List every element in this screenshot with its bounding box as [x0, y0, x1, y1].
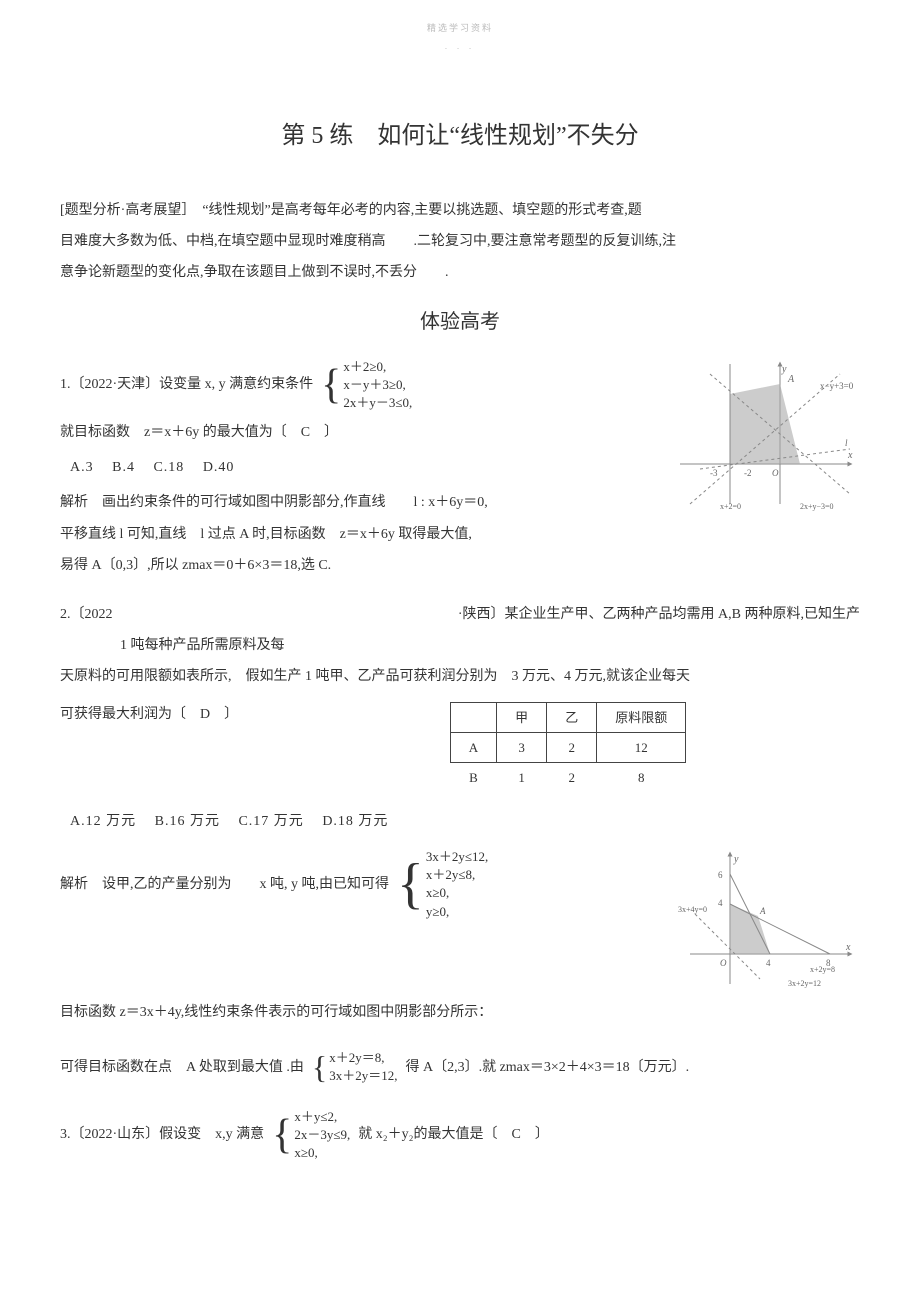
svg-text:x+2=0: x+2=0	[720, 502, 741, 511]
q1-sol2: 平移直线 l 可知,直线 l 过点 A 时,目标函数 z＝x＋6y 取得最大值,	[60, 522, 654, 547]
r1c0: A	[450, 732, 496, 762]
q1-sol1: 解析 画出约束条件的可行域如图中阴影部分,作直线 l : x＋6y＝0,	[60, 490, 654, 515]
q1-block: 1.〔2022·天津〕设变量 x, y 满意约束条件 { x＋2≥0, x－y＋…	[60, 354, 860, 585]
q1-opt-d: D.40	[203, 460, 235, 475]
q2-sol-left: 解析 设甲,乙的产量分别为 x 吨, y 吨,由已知可得	[60, 872, 389, 897]
q2-c3: x≥0,	[426, 884, 488, 902]
q2-c1: 3x＋2y≤12,	[426, 848, 488, 866]
watermark-line1: 精选学习资料	[60, 20, 860, 36]
svg-text:4: 4	[766, 958, 771, 968]
r1c1: 3	[497, 732, 547, 762]
q1-c3: 2x＋y－3≤0,	[343, 394, 412, 412]
r1c3: 12	[597, 732, 686, 762]
svg-text:O: O	[720, 958, 727, 968]
q2-stem2b: 可获得最大利润为〔 D 〕	[60, 702, 260, 727]
q2-stem2a: 天原料的可用限额如表所示, 假如生产 1 吨甲、乙产品可获利润分别为 3 万元、…	[60, 664, 860, 689]
th-yi: 乙	[547, 702, 597, 732]
q2-sol-final-b: 得 A〔2,3〕.就 zmax＝3×2＋4×3＝18〔万元〕.	[405, 1055, 689, 1080]
svg-text:4: 4	[718, 898, 723, 908]
q1-opt-a: A.3	[70, 460, 94, 475]
section-heading: 体验高考	[60, 304, 860, 340]
page-title: 第 5 练 如何让“线性规划”不失分	[60, 115, 860, 158]
r2c2: 2	[547, 763, 597, 793]
svg-text:3x+4y=0: 3x+4y=0	[678, 905, 707, 914]
r2c3: 8	[597, 763, 686, 793]
svg-text:y: y	[733, 854, 739, 865]
q1-options: A.3 B.4 C.18 D.40	[70, 455, 654, 480]
q2-table: 甲 乙 原料限额 A 3 2 12 B 1 2 8	[450, 702, 686, 793]
q2-stem1: 2.〔2022	[60, 602, 113, 627]
svg-text:x: x	[847, 450, 853, 461]
q2-sol-after: 目标函数 z＝3x＋4y,线性约束条件表示的可行域如图中阴影部分所示：	[60, 1000, 860, 1025]
q2-stem1b: ·陕西〕某企业生产甲、乙两种产品均需用 A,B 两种原料,已知生产	[458, 602, 860, 627]
intro-p1: [题型分析·高考展望］ “线性规划”是高考每年必考的内容,主要以挑选题、填空题的…	[60, 198, 860, 223]
q1-c2: x－y＋3≥0,	[343, 376, 412, 394]
q1-constraints: { x＋2≥0, x－y＋3≥0, 2x＋y－3≤0,	[321, 358, 412, 413]
svg-text:3x+2y=12: 3x+2y=12	[788, 979, 821, 988]
q2-opt-c: C.17 万元	[238, 814, 303, 829]
q3-block: 3.〔2022·山东〕假设变 x,y 满意 { x＋y≤2, 2x－3y≤9, …	[60, 1108, 860, 1163]
brace-icon: {	[321, 364, 341, 406]
q2-constraints: { 3x＋2y≤12, x＋2y≤8, x≥0, y≥0,	[397, 848, 488, 921]
th-jia: 甲	[497, 702, 547, 732]
q2-c2: x＋2y≤8,	[426, 866, 488, 884]
brace-icon: {	[397, 856, 424, 912]
q3-c3: x≥0,	[294, 1144, 350, 1162]
q3-c1: x＋y≤2,	[294, 1108, 350, 1126]
q3-constraints: { x＋y≤2, 2x－3y≤9, x≥0,	[272, 1108, 350, 1163]
intro-p2: 目难度大多数为低、中档,在填空题中显现时难度稍高 .二轮复习中,要注意常考题型的…	[60, 229, 860, 254]
svg-text:-2: -2	[744, 468, 752, 478]
q1-figure: A x−y+3=0 x l y O x+2=0 2x+y−3=0 -2 -3	[670, 354, 860, 514]
svg-text:A: A	[787, 374, 795, 385]
svg-text:l: l	[845, 438, 848, 448]
brace-icon: {	[272, 1114, 292, 1156]
q2-opt-a: A.12 万元	[70, 814, 136, 829]
svg-text:-3: -3	[710, 468, 718, 478]
watermark-line2: - - -	[60, 42, 860, 55]
svg-text:x+2y=8: x+2y=8	[810, 965, 835, 974]
svg-text:A: A	[759, 906, 766, 916]
q2-sol-brace: { x＋2y＝8, 3x＋2y＝12,	[312, 1049, 398, 1085]
q2-block: 2.〔2022 ·陕西〕某企业生产甲、乙两种产品均需用 A,B 两种原料,已知生…	[60, 602, 860, 1085]
q1-opt-c: C.18	[153, 460, 184, 475]
q1-stem-left: 1.〔2022·天津〕设变量 x, y 满意约束条件	[60, 372, 313, 397]
q2-sol-final-a: 可得目标函数在点 A 处取到最大值 .由	[60, 1055, 304, 1080]
svg-text:O: O	[772, 468, 779, 478]
q3-stem-b: 就 x₂＋y₂的最大值是〔 C 〕	[358, 1122, 549, 1147]
q2-opt-b: B.16 万元	[155, 814, 220, 829]
q2-figure: y x O 6 4 4 8 A 3x+4y=0 x+2y=8 3x+2y=12	[670, 844, 860, 994]
svg-text:2x+y−3=0: 2x+y−3=0	[800, 502, 834, 511]
th-limit: 原料限额	[597, 702, 686, 732]
svg-text:y: y	[781, 364, 787, 375]
q2-c4: y≥0,	[426, 903, 488, 921]
q2-stem1c: 1 吨每种产品所需原料及每	[60, 633, 860, 658]
q1-sol3: 易得 A〔0,3〕,所以 zmax＝0＋6×3＝18,选 C.	[60, 553, 654, 578]
r1c2: 2	[547, 732, 597, 762]
intro-p3: 意争论新题型的变化点,争取在该题目上做到不误时,不丢分 .	[60, 260, 860, 285]
th-blank	[450, 702, 496, 732]
q3-c2: 2x－3y≤9,	[294, 1126, 350, 1144]
q2-sb2: 3x＋2y＝12,	[329, 1067, 397, 1085]
brace-icon: {	[312, 1051, 327, 1083]
q1-stem-right: 就目标函数 z＝x＋6y 的最大值为〔 C 〕	[60, 420, 338, 445]
r2c1: 1	[497, 763, 547, 793]
svg-text:6: 6	[718, 870, 723, 880]
q2-opt-d: D.18 万元	[322, 814, 388, 829]
svg-text:x: x	[845, 942, 851, 953]
q1-opt-b: B.4	[112, 460, 135, 475]
q1-c1: x＋2≥0,	[343, 358, 412, 376]
q2-sb1: x＋2y＝8,	[329, 1049, 397, 1067]
r2c0: B	[450, 763, 496, 793]
svg-text:x−y+3=0: x−y+3=0	[820, 381, 854, 391]
page-root: 精选学习资料 - - - 第 5 练 如何让“线性规划”不失分 [题型分析·高考…	[0, 0, 920, 1206]
q3-stem-a: 3.〔2022·山东〕假设变 x,y 满意	[60, 1122, 264, 1147]
q2-options: A.12 万元 B.16 万元 C.17 万元 D.18 万元	[70, 809, 860, 834]
